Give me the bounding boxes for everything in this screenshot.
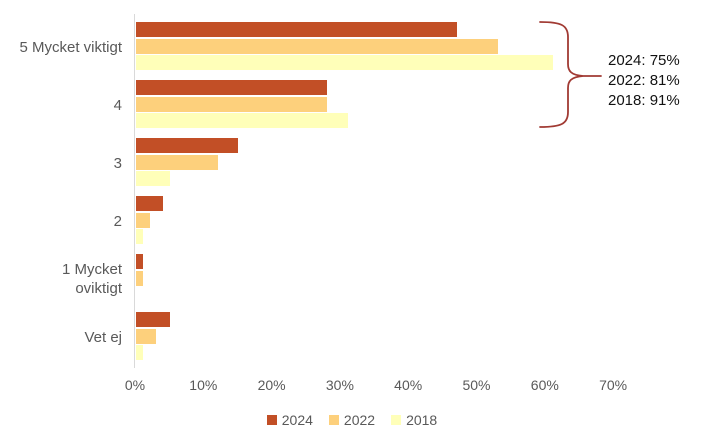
bar-2024-cat3 — [136, 138, 239, 153]
legend-item-2018: 2018 — [391, 412, 437, 428]
legend-label-2024: 2024 — [281, 412, 313, 428]
annotation-line-2022: 2022: 81% — [608, 72, 680, 89]
category-label-4: 2 — [113, 212, 122, 230]
bar-2018-cat6 — [136, 345, 143, 360]
legend-label-2022: 2022 — [343, 412, 376, 428]
bar-2022-cat4 — [136, 212, 150, 228]
x-tick-0pct: 0% — [124, 377, 146, 393]
x-tick-60pct: 60% — [530, 377, 559, 393]
category-label-5: 1 Mycket oviktigt — [61, 261, 122, 297]
x-tick-10pct: 10% — [189, 377, 218, 393]
x-tick-70pct: 70% — [599, 377, 628, 393]
legend-swatch-2024 — [266, 415, 277, 425]
x-tick-40pct: 40% — [394, 377, 423, 393]
x-tick-20pct: 20% — [257, 377, 286, 393]
category-label-1: 5 Mycket viktigt — [19, 38, 122, 56]
x-tick-50pct: 50% — [462, 377, 491, 393]
bar-2018-cat3 — [136, 171, 171, 186]
x-tick-30pct: 30% — [325, 377, 354, 393]
brace-shape — [539, 21, 602, 128]
category-label-3: 3 — [113, 154, 122, 172]
bar-2022-cat2 — [136, 96, 328, 112]
bar-2022-cat1 — [136, 38, 498, 54]
annotation-line-2024: 2024: 75% — [608, 52, 680, 69]
category-label-6: Vet ej — [84, 328, 122, 346]
bar-2022-cat6 — [136, 328, 157, 344]
bar-2018-cat4 — [136, 229, 143, 244]
annotation-line-2018: 2018: 91% — [608, 92, 680, 109]
legend: 2024 2022 2018 — [0, 412, 704, 428]
bar-2024-cat6 — [136, 312, 171, 327]
category-label-2: 4 — [113, 96, 122, 114]
legend-item-2024: 2024 — [266, 412, 313, 428]
category-axis-line — [134, 14, 135, 368]
legend-swatch-2018 — [391, 415, 402, 425]
legend-item-2022: 2022 — [328, 412, 376, 428]
bar-2024-cat4 — [136, 196, 164, 211]
bar-2022-cat3 — [136, 154, 218, 170]
bar-2018-cat1 — [136, 55, 553, 70]
bar-2024-cat5 — [136, 254, 143, 269]
bar-2024-cat1 — [136, 22, 457, 37]
bar-2022-cat5 — [136, 270, 143, 286]
legend-swatch-2022 — [328, 415, 339, 425]
brace-path — [539, 21, 602, 128]
annotation-callout: 2024: 75% 2022: 81% 2018: 91% — [608, 51, 680, 111]
bar-2018-cat2 — [136, 113, 348, 128]
bar-2024-cat2 — [136, 80, 328, 95]
legend-label-2018: 2018 — [406, 412, 438, 428]
